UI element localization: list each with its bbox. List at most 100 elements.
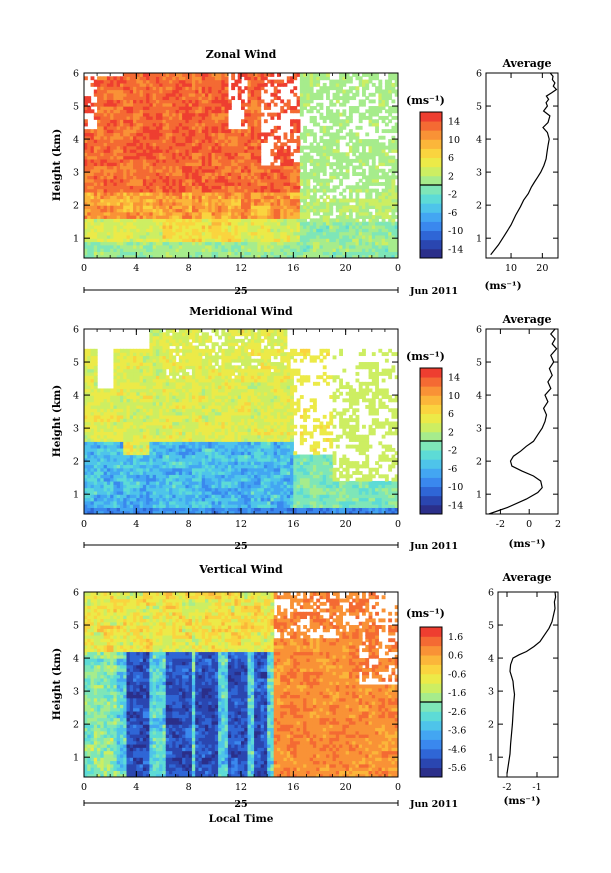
zonal-cell [185,125,190,130]
zonal-cell [365,79,370,84]
zonal-cell [280,208,285,213]
zonal-cell [172,241,177,246]
zonal-cell [283,195,288,200]
zonal-cell [100,201,105,206]
zonal-cell [110,165,115,170]
zonal-cell [211,178,216,183]
zonal-cell [155,244,160,249]
zonal-cell [244,195,249,200]
zonal-cell [191,218,196,223]
zonal-cell [188,73,193,77]
zonal-cell [110,112,115,117]
zonal-cell [299,241,304,246]
zonal-cell [159,162,164,167]
zonal-cell [319,228,324,233]
zonal-cell [388,201,393,206]
zonal-cell [116,244,121,249]
zonal-cell [322,165,327,170]
x-tick-label: 16 [287,263,299,274]
zonal-cell [342,155,347,160]
zonal-cell [260,201,265,206]
zonal-cell [84,254,88,258]
zonal-cell [345,165,350,170]
zonal-cell [267,198,272,203]
zonal-cell [329,228,334,233]
zonal-cell [375,251,379,256]
zonal-cell [244,178,249,183]
zonal-cell [371,178,376,183]
zonal-cell [162,195,167,200]
zonal-cell [352,142,357,147]
zonal-cell [106,135,111,140]
zonal-cell [97,205,101,210]
zonal-cell [195,99,200,104]
zonal-cell [211,198,216,203]
zonal-cell [152,231,157,236]
zonal-cell [84,198,88,203]
zonal-cell [303,125,308,130]
zonal-cell [97,248,101,252]
zonal-cell [100,198,105,203]
zonal-cell [93,178,98,183]
zonal-cell [329,132,334,137]
zonal-cell [312,106,317,110]
zonal-cell [195,89,200,94]
zonal-cell [126,125,131,130]
zonal-cell [195,119,200,124]
zonal-cell [276,73,281,77]
zonal-cell [371,172,376,177]
zonal-cell [185,112,190,117]
zonal-cell [152,182,157,186]
zonal-cell [345,158,350,163]
zonal-cell [312,191,317,196]
zonal-cell [257,89,262,94]
zonal-cell [136,215,141,219]
zonal-cell [149,182,154,186]
zonal-cell [326,185,330,190]
zonal-cell [103,224,108,229]
zonal-cell [303,139,308,143]
zonal-cell [214,79,219,84]
zonal-cell [106,92,111,97]
zonal-cell [100,82,105,87]
zonal-cell [119,215,124,219]
zonal-cell [119,244,124,249]
zonal-cell [182,241,186,246]
zonal-cell [123,135,128,140]
zonal-cell [221,89,226,94]
zonal-cell [368,205,373,210]
zonal-cell [303,191,308,196]
zonal-cell [322,139,327,143]
zonal-cell [136,228,141,233]
zonal-cell [345,251,350,256]
zonal-cell [142,119,147,124]
zonal-cell [368,73,373,77]
zonal-cell [129,162,134,167]
zonal-cell [371,106,376,110]
zonal-cell [384,158,389,163]
zonal-cell [165,132,170,137]
zonal-cell [234,205,239,210]
zonal-cell [303,215,308,219]
zonal-cell [394,168,398,173]
zonal-cell [214,182,219,186]
zonal-cell [303,251,308,256]
zonal-cell [234,224,239,229]
zonal-cell [149,89,154,94]
zonal-cell [388,139,393,143]
zonal-cell [394,109,398,114]
zonal-cell [247,122,252,127]
zonal-cell [116,129,121,134]
zonal-cell [263,73,268,77]
zonal-cell [165,129,170,134]
zonal-cell [162,168,167,173]
zonal-cell [172,89,177,94]
zonal-cell [378,215,383,219]
zonal-cell [195,96,200,101]
zonal-cell [247,238,252,243]
meridional-cell [97,484,101,489]
zonal-cell [227,234,232,239]
zonal-cell [126,135,131,140]
zonal-cell [227,158,232,163]
zonal-cell [247,215,252,219]
